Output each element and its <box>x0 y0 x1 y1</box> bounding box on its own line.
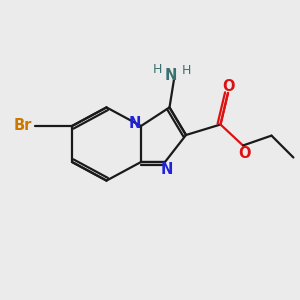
Text: O: O <box>222 79 235 94</box>
Text: H: H <box>181 64 191 77</box>
Text: O: O <box>238 146 251 160</box>
Text: H: H <box>153 62 162 76</box>
Text: N: N <box>128 116 141 130</box>
Text: Br: Br <box>13 118 32 134</box>
Text: N: N <box>160 162 173 177</box>
Text: N: N <box>164 68 177 83</box>
